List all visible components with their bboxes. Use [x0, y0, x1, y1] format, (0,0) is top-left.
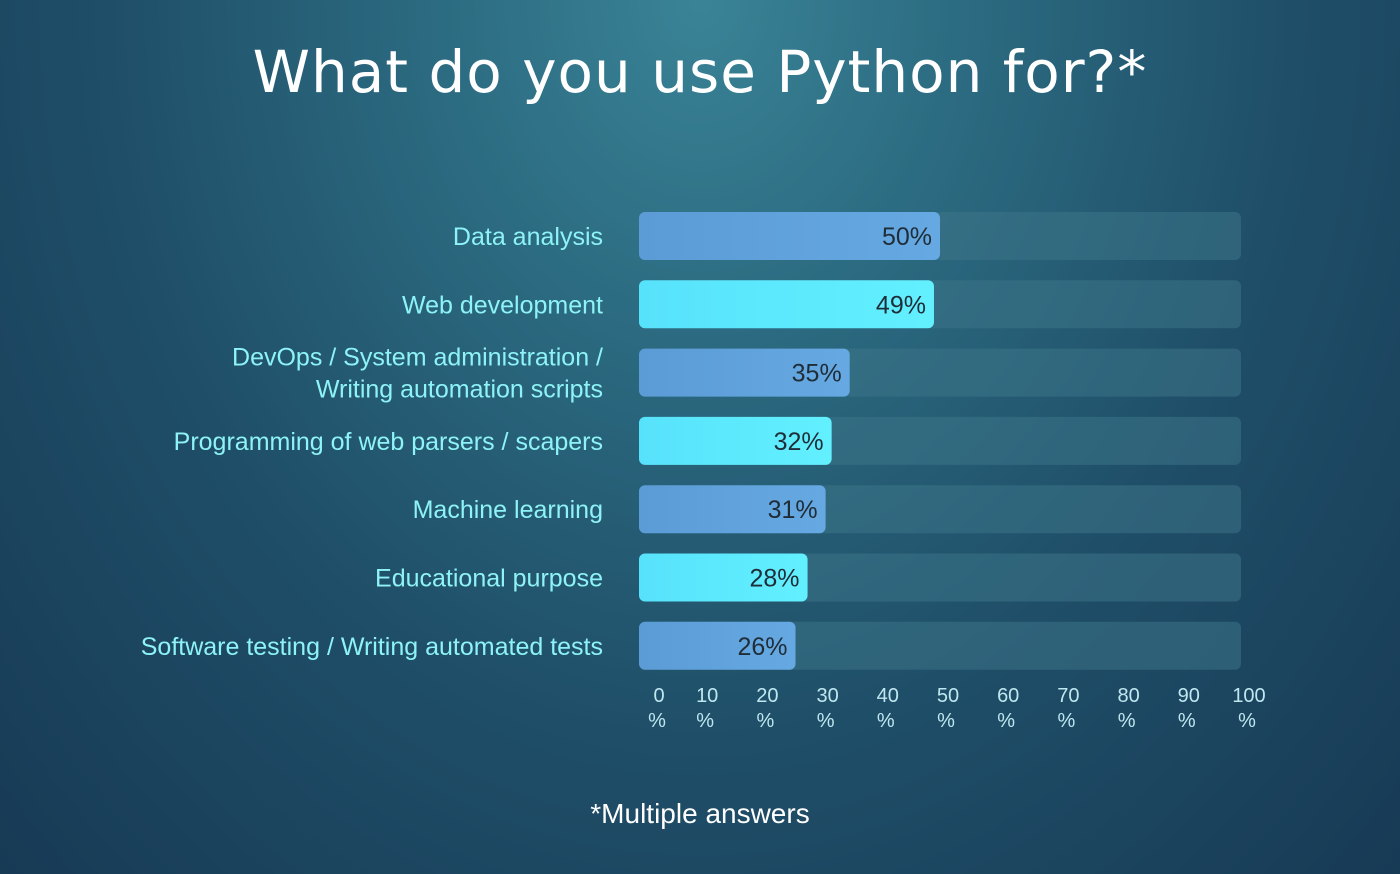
category-label: Machine learning: [413, 496, 603, 524]
bar: [639, 485, 826, 534]
x-tick-unit: %: [877, 710, 895, 732]
bars: [639, 212, 940, 670]
x-tick-value: 40: [877, 685, 899, 707]
category-label: Educational purpose: [375, 565, 603, 593]
x-tick-label: 100%: [1232, 685, 1265, 732]
x-tick-unit: %: [1178, 710, 1196, 732]
x-axis-ticks: 0 %10 %20 %30 %40 %50 %60 %70 %80 %90 %100%: [648, 685, 1266, 732]
x-tick-unit: %: [937, 710, 955, 732]
category-label-line: Educational purpose: [375, 565, 603, 593]
x-tick-label: 30%: [816, 685, 838, 732]
chart-title: What do you use Python for?*: [252, 38, 1148, 106]
bar: [639, 348, 850, 397]
x-tick-value: 100: [1232, 685, 1265, 707]
x-tick-label: 50%: [937, 685, 959, 732]
category-label-line: DevOps / System administration /: [232, 344, 603, 372]
bar-value-label: 35%: [792, 360, 842, 388]
bar: [639, 280, 934, 329]
x-tick-unit: %: [1118, 710, 1136, 732]
x-tick-value: 70: [1057, 685, 1079, 707]
x-tick-label: 70%: [1057, 685, 1079, 732]
bar-value-label: 28%: [750, 565, 800, 593]
value-labels: 50% 49% 35% 32% 31% 28% 26%: [737, 223, 932, 661]
bar: [639, 621, 796, 670]
category-label: Software testing / Writing automated tes…: [141, 633, 603, 661]
bar: [639, 553, 808, 602]
category-label: Data analysis: [453, 223, 603, 251]
x-tick-value: 0: [653, 685, 664, 707]
category-label-line: Machine learning: [413, 496, 603, 524]
category-label-line: Writing automation scripts: [316, 376, 603, 404]
x-tick-unit: %: [997, 710, 1015, 732]
x-tick-unit: %: [1238, 710, 1256, 732]
bar: [639, 416, 832, 465]
x-tick-unit: %: [648, 710, 666, 732]
x-tick-label: 20%: [756, 685, 778, 732]
category-label-line: Software testing / Writing automated tes…: [141, 633, 603, 661]
category-label: Programming of web parsers / scapers: [174, 428, 603, 456]
x-tick-value: 60: [997, 685, 1019, 707]
x-tick-unit: %: [696, 710, 714, 732]
x-tick-label: 60%: [997, 685, 1019, 732]
x-tick-value: 10: [696, 685, 718, 707]
category-label-line: Programming of web parsers / scapers: [174, 428, 603, 456]
x-tick-unit: %: [817, 710, 835, 732]
category-label-line: Data analysis: [453, 223, 603, 251]
footnote: *Multiple answers: [590, 798, 810, 829]
category-labels: Data analysis Web development DevOps / Sys…: [141, 223, 603, 661]
bar: [639, 212, 940, 260]
bar-value-label: 31%: [768, 496, 818, 524]
x-tick-value: 30: [816, 685, 838, 707]
x-tick-label: 90%: [1178, 685, 1200, 732]
x-tick-unit: %: [757, 710, 775, 732]
x-tick-label: 10%: [696, 685, 718, 732]
x-tick-value: 80: [1117, 685, 1139, 707]
x-tick-label: 80%: [1117, 685, 1139, 732]
x-tick-label: 0%: [648, 685, 666, 732]
x-tick-value: 90: [1178, 685, 1200, 707]
x-tick-value: 20: [756, 685, 778, 707]
bar-value-label: 32%: [774, 428, 824, 456]
x-tick-unit: %: [1058, 710, 1076, 732]
x-tick-value: 50: [937, 685, 959, 707]
bar-value-label: 50%: [882, 223, 932, 251]
x-tick-label: 40%: [877, 685, 899, 732]
bar-value-label: 26%: [737, 633, 787, 661]
category-label-line: Web development: [402, 291, 603, 319]
bar-value-label: 49%: [876, 291, 926, 319]
category-label: Web development: [402, 291, 603, 319]
category-label: DevOps / System administration / Writing …: [232, 344, 603, 404]
